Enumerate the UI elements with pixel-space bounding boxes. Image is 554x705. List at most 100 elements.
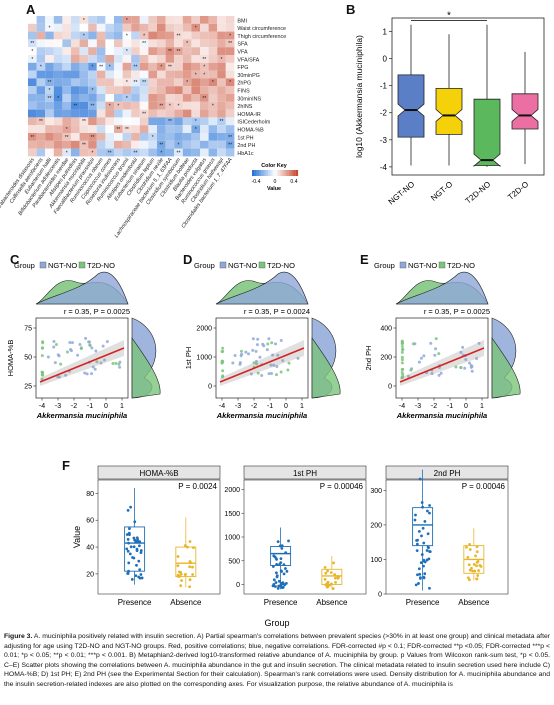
heatmap-row-label: FINS [237,89,250,95]
jitter-point [420,501,424,504]
heatmap-cell [225,31,235,40]
heatmap-cell [122,125,132,133]
significance-mark: * [40,65,42,71]
scatter-point [276,353,280,357]
scatter-point [261,342,265,346]
jitter-point [188,578,192,582]
jitter-point [134,574,138,578]
legend-swatch-ngt [39,261,47,269]
jitter-point [139,551,143,555]
heatmap-cell [191,70,200,79]
x-tick-label: -2 [431,403,437,410]
heatmap-cell [208,23,218,32]
heatmap-cell [139,47,149,55]
heatmap-cell [28,148,37,157]
scatter-point [469,364,473,368]
heatmap-cell [96,133,106,141]
facet-frame [243,479,367,595]
heatmap-cell [225,16,235,24]
jitter-point [176,564,180,568]
jitter-point [128,527,131,530]
heatmap-cell [139,109,149,118]
heatmap-cell [45,31,54,40]
group-label: NGT-NO [387,180,417,207]
scatter-point [52,339,56,343]
y-axis-label: 1st PH [184,347,193,370]
scatter-point [56,353,60,357]
color-key-swatch [286,170,289,176]
heatmap-cell [79,109,89,118]
heatmap-cell [208,47,218,55]
jitter-point [128,533,131,537]
heatmap-cell [208,78,218,87]
color-key-swatch [252,170,255,176]
significance-mark: ** [82,143,86,149]
scatter-point [40,377,44,381]
y-axis-label: HOMA-%B [6,340,15,377]
x-tick-label: 0 [284,403,288,410]
scatter-point [53,361,57,365]
y-tick-label: 1 [383,28,388,37]
scatter-point [90,346,94,350]
jitter-point [420,553,424,556]
jitter-point [131,556,134,559]
heatmap-cell [200,47,209,55]
scatter-point [78,342,82,346]
heatmap-cell [148,86,157,94]
heatmap-cell [157,23,166,32]
heatmap-cell [114,55,123,63]
heatmap-cell [157,94,166,102]
heatmap-cell [208,125,218,133]
regression-line [219,347,305,383]
heatmap-cell [131,125,140,133]
jitter-point [180,579,184,582]
heatmap-cell [96,140,106,149]
scatter-point [454,365,458,369]
density-ngt-top [35,271,129,305]
heatmap-cell [45,62,54,71]
heatmap-cell [122,31,132,40]
jitter-point [128,552,132,556]
x-tick-label: -3 [55,403,61,410]
heatmap-row-label: 30minINS [237,96,261,102]
significance-mark: * [83,18,85,24]
significance-mark: * [229,80,231,86]
scatter-point [239,349,243,353]
heatmap-cell [105,47,114,55]
heatmap-cell [36,23,46,32]
heatmap-cell [28,140,37,149]
heatmap-cell [105,140,114,149]
density-t2d-right [491,337,521,399]
heatmap-cell [62,62,71,71]
scatter-point [271,353,275,357]
heatmap-cell [79,39,89,48]
color-key-swatch [293,170,296,176]
jitter-point [471,569,474,573]
scatter-point [437,352,441,356]
panel-label-b: B [346,2,356,17]
scatter-homa-b: Group NGT-NO T2D-NO r = 0.35, P = 0.0025 -4 -… [6,261,161,420]
heatmap-cell [88,148,97,157]
heatmap-cell [105,31,114,40]
scatter-point [464,358,468,362]
heatmap-cell [208,62,218,71]
scatter-point [459,350,463,354]
jitter-point [186,545,189,549]
scatter-frame [35,317,129,399]
heatmap-cell [62,133,71,141]
scatter-point [267,337,271,341]
notched-box [397,74,425,138]
heatmap-cell [96,31,106,40]
heatmap-cell [79,62,89,71]
significance-mark: * [66,127,68,133]
heatmap-cell [139,101,149,110]
x-tick-label: -3 [415,403,421,410]
scatter-point [429,341,433,345]
heatmap-row-label: Waist circumference [237,26,286,32]
regression-line [399,347,485,383]
heatmap-cell [217,109,226,118]
heatmap-cell [208,140,218,149]
heatmap-cell [79,23,89,32]
jitter-point [137,575,141,579]
jitter-point [125,547,129,551]
